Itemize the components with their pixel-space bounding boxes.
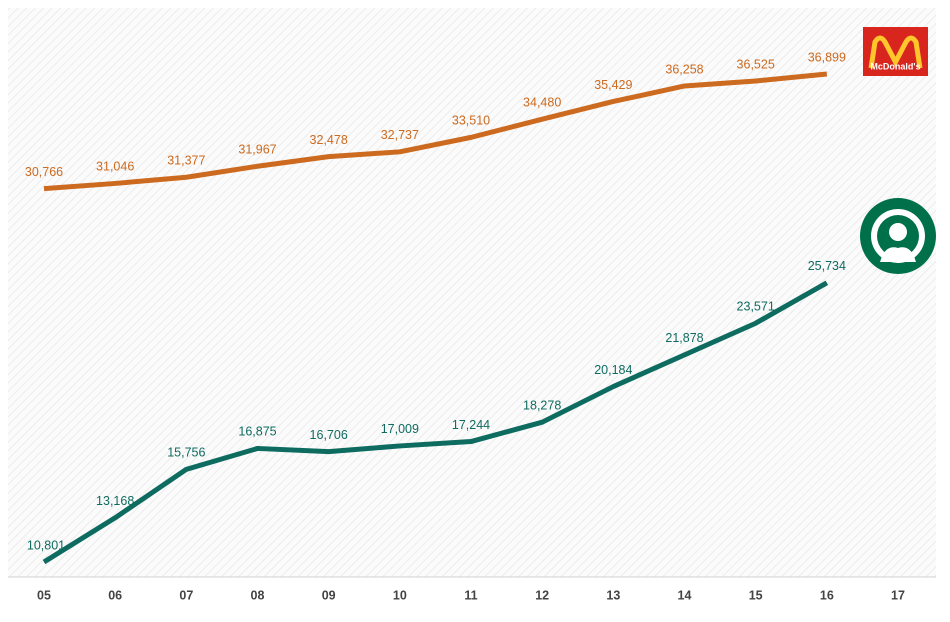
data-label: 17,244 (452, 418, 490, 432)
data-label: 17,009 (381, 422, 419, 436)
data-label: 36,258 (665, 62, 703, 76)
x-tick-label: 06 (108, 588, 122, 602)
x-tick-label: 17 (891, 588, 905, 602)
series-line (43, 71, 828, 192)
data-label: 10,801 (27, 538, 65, 552)
x-tick-label: 07 (179, 588, 193, 602)
x-tick-label: 16 (820, 588, 834, 602)
data-label: 32,737 (381, 128, 419, 142)
data-label: 33,510 (452, 114, 490, 128)
series-line (42, 280, 829, 565)
data-label: 36,899 (808, 50, 846, 64)
x-tick-label: 10 (393, 588, 407, 602)
x-tick-label: 12 (535, 588, 549, 602)
data-label: 13,168 (96, 494, 134, 508)
x-tick-label: 11 (464, 588, 477, 602)
x-tick-label: 15 (749, 588, 763, 602)
data-label: 31,377 (167, 154, 205, 168)
data-label: 20,184 (594, 363, 632, 377)
data-label: 16,875 (238, 425, 276, 439)
data-label: 30,766 (25, 165, 63, 179)
data-label: 34,480 (523, 96, 561, 110)
x-tick-label: 14 (678, 588, 692, 602)
x-tick-label: 05 (37, 588, 51, 602)
data-label: 35,429 (594, 78, 632, 92)
x-tick-label: 13 (606, 588, 620, 602)
starbucks-logo (860, 198, 936, 274)
mcdonalds-logo: McDonald's (863, 27, 928, 76)
data-label: 36,525 (737, 57, 775, 71)
logo-text: McDonald's (870, 61, 920, 71)
data-label: 16,706 (310, 428, 348, 442)
data-label: 25,734 (808, 259, 846, 273)
data-label: 31,967 (238, 143, 276, 157)
data-label: 15,756 (167, 446, 205, 460)
x-tick-label: 08 (251, 588, 265, 602)
data-label: 23,571 (737, 300, 775, 314)
x-tick-label: 09 (322, 588, 336, 602)
data-label: 18,278 (523, 398, 561, 412)
data-label: 21,878 (665, 331, 703, 345)
data-label: 31,046 (96, 160, 134, 174)
plot-background (8, 8, 936, 577)
data-label: 32,478 (310, 133, 348, 147)
